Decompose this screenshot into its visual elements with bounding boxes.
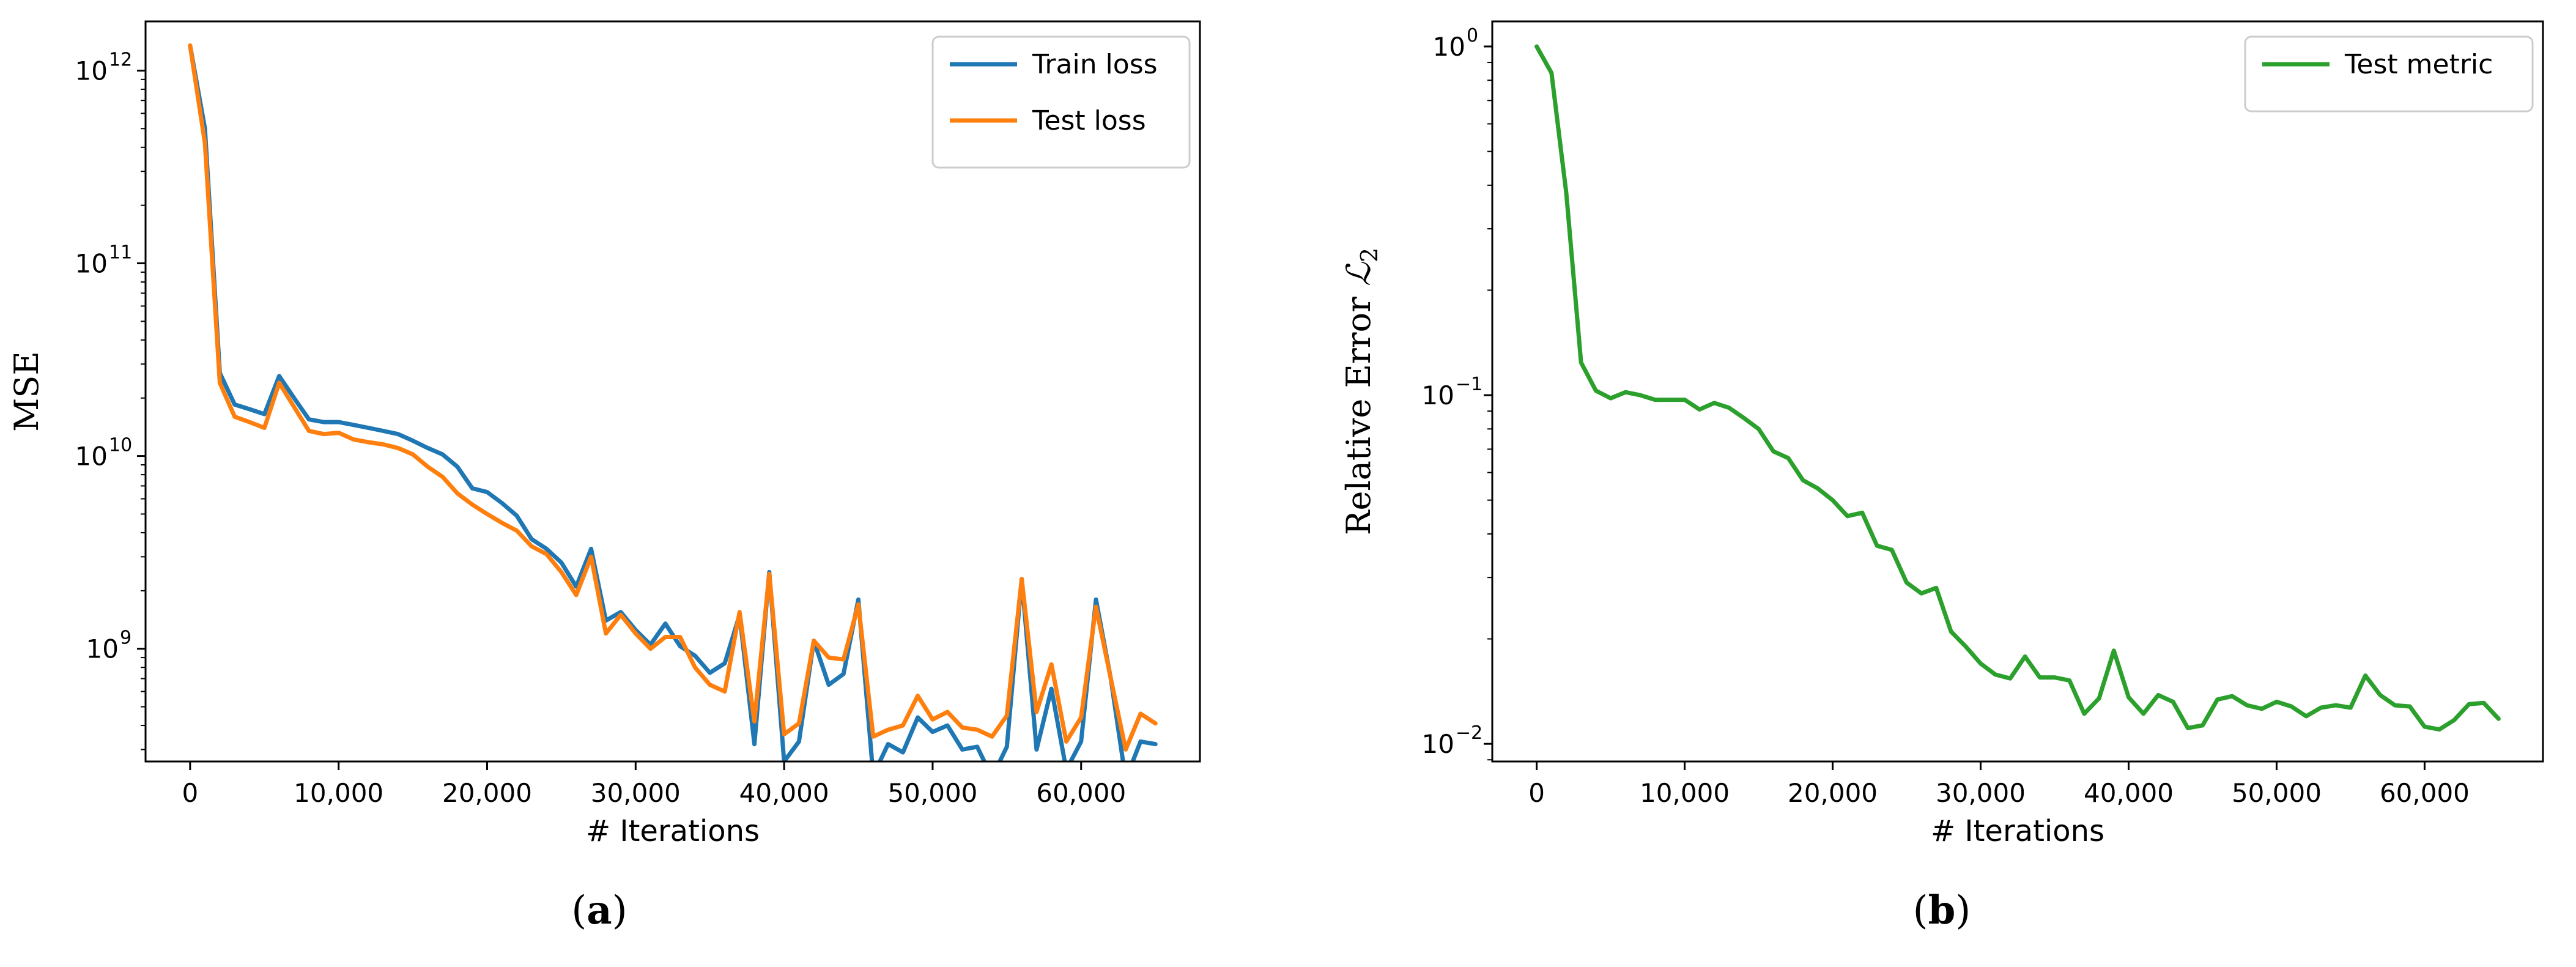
legend: Test metric xyxy=(2244,35,2534,113)
y-axis-label-subscript: 2 xyxy=(1356,248,1383,262)
legend-box xyxy=(2244,35,2534,113)
x-tick-label: 30,000 xyxy=(591,778,681,808)
y-tick-exponent: 12 xyxy=(109,49,132,70)
y-tick-exponent: 10 xyxy=(109,435,132,456)
x-tick-label: 50,000 xyxy=(2232,778,2322,808)
y-tick-label: 10 −2 xyxy=(1422,722,1483,759)
y-tick-label: 10 9 xyxy=(86,628,132,664)
legend-entry: Test metric xyxy=(2344,49,2493,80)
y-tick-base: 10 xyxy=(86,634,119,664)
y-tick-exponent: 9 xyxy=(120,628,131,649)
y-tick-base: 10 xyxy=(1422,380,1454,410)
x-tick-label: 10,000 xyxy=(294,778,383,808)
series-line-test-metric xyxy=(1534,44,2501,732)
y-axis-label: MSE xyxy=(7,351,46,432)
legend-box xyxy=(931,35,1191,169)
x-tick-label: 50,000 xyxy=(887,778,977,808)
x-tick-label: 30,000 xyxy=(1936,778,2026,808)
x-tick-label: 10,000 xyxy=(1640,778,1730,808)
y-tick-exponent: −2 xyxy=(1456,722,1482,744)
y-tick-exponent: 11 xyxy=(109,242,132,264)
legend-entry: Train loss xyxy=(1032,49,1158,80)
y-tick-base: 10 xyxy=(75,249,108,279)
x-tick-label: 0 xyxy=(182,778,198,808)
y-axis-label-symbol: ℒ xyxy=(1339,262,1378,297)
y-axis-label-text: MSE xyxy=(7,351,46,432)
panel-caption-letter: a xyxy=(587,887,612,933)
y-tick-base: 10 xyxy=(75,442,108,472)
panel-caption: (b) xyxy=(1913,887,1971,933)
y-tick-label: 10 11 xyxy=(75,242,133,279)
y-tick-label: 10 −1 xyxy=(1422,374,1483,410)
y-tick-base: 10 xyxy=(1433,32,1465,62)
x-tick-label: 60,000 xyxy=(2380,778,2470,808)
series-line-test-loss xyxy=(188,43,1158,752)
x-axis-label: # Iterations xyxy=(1931,814,2104,848)
panel-caption-letter: b xyxy=(1928,887,1956,933)
x-tick-label: 0 xyxy=(1528,778,1545,808)
x-axis-label: # Iterations xyxy=(586,814,760,848)
legend-entry: Test loss xyxy=(1032,105,1146,136)
y-tick-base: 10 xyxy=(1422,729,1454,759)
y-axis-label: Relative Error ℒ2 xyxy=(1339,248,1383,535)
plot-frame xyxy=(1491,20,2544,763)
y-tick-base: 10 xyxy=(75,56,108,86)
x-tick-label: 20,000 xyxy=(442,778,532,808)
legend: Train loss Test loss xyxy=(931,35,1191,169)
panel-caption: (a) xyxy=(571,887,627,933)
x-tick-label: 20,000 xyxy=(1788,778,1878,808)
plot-frame xyxy=(144,20,1201,763)
y-tick-label: 10 0 xyxy=(1433,25,1479,62)
x-tick-label: 60,000 xyxy=(1036,778,1126,808)
y-axis-label-text: Relative Error xyxy=(1339,297,1378,535)
x-tick-label: 40,000 xyxy=(2084,778,2174,808)
y-tick-label: 10 10 xyxy=(75,435,133,472)
y-tick-exponent: 0 xyxy=(1467,25,1478,46)
y-tick-label: 10 12 xyxy=(75,49,133,86)
chart-panel-b: 0 10,000 20,000 30,000 40,000 50,000 60,00010−… xyxy=(1339,20,2544,933)
y-tick-exponent: −1 xyxy=(1456,374,1482,395)
x-tick-label: 40,000 xyxy=(739,778,829,808)
